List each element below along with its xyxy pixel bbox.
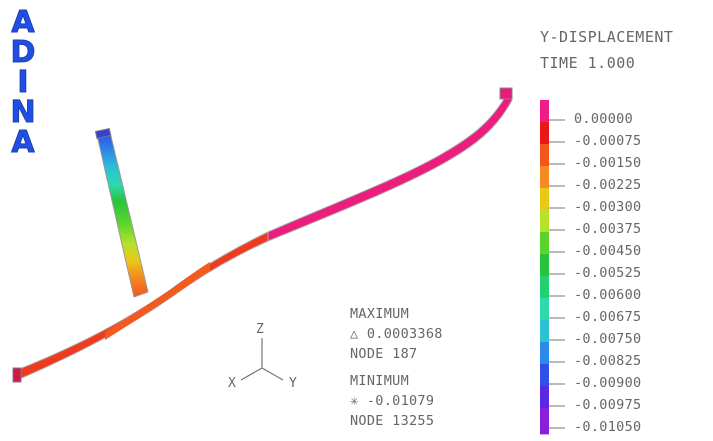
legend-level-label: 0.00000 — [574, 111, 633, 127]
logo-letter-n: N — [10, 95, 36, 130]
legend-level-label: -0.00375 — [574, 221, 642, 237]
y-axis-label: Y — [289, 376, 297, 391]
beam-left-end-cap — [12, 367, 22, 383]
legend-level-label: -0.00225 — [574, 177, 642, 193]
legend-level-label: -0.00075 — [574, 133, 642, 149]
legend-color-bar — [540, 100, 565, 435]
maximum-title: MAXIMUM — [350, 306, 409, 322]
x-axis-line — [240, 367, 263, 381]
x-axis-label: X — [228, 376, 236, 391]
legend-level-label: -0.00525 — [574, 265, 642, 281]
maximum-value: △ 0.0003368 — [350, 326, 443, 342]
legend-color-block — [540, 122, 549, 144]
legend-level-label: -0.00450 — [574, 243, 642, 259]
legend-color-block — [540, 232, 549, 254]
legend-level-label: -0.00975 — [574, 397, 642, 413]
branch-member — [96, 131, 149, 298]
legend-color-block — [540, 100, 549, 122]
legend-color-block — [540, 364, 549, 386]
legend-color-block — [540, 254, 549, 276]
legend-color-block — [540, 386, 549, 408]
legend-level-label: -0.00600 — [574, 287, 642, 303]
legend-level-label: -0.00675 — [574, 309, 642, 325]
legend-color-block — [540, 342, 549, 364]
legend-color-block — [540, 210, 549, 232]
beam-right-end-cap — [499, 87, 513, 100]
beam-upper-segment — [267, 90, 513, 242]
axis-triad — [240, 338, 284, 381]
z-axis-label: Z — [256, 322, 264, 337]
maximum-node: NODE 187 — [350, 346, 418, 362]
minimum-value: ✳ -0.01079 — [350, 393, 435, 409]
legend-title: Y-DISPLACEMENT — [540, 28, 674, 46]
legend-level-label: -0.00825 — [574, 353, 642, 369]
legend-color-block — [540, 276, 549, 298]
minimum-title: MINIMUM — [350, 373, 409, 389]
beam-junction-band — [105, 262, 210, 340]
beam-lower-segment — [16, 231, 269, 381]
branch-top-cap — [94, 128, 112, 139]
legend-level-label: -0.01050 — [574, 419, 642, 435]
legend-level-label: -0.00900 — [574, 375, 642, 391]
logo-letter-a2: A — [11, 125, 35, 160]
logo-letter-a1: A — [11, 5, 35, 40]
legend-level-label: -0.00150 — [574, 155, 642, 171]
legend-color-block — [540, 320, 549, 342]
legend-color-block — [540, 144, 549, 166]
logo-letter-i: I — [17, 65, 29, 100]
legend-color-block — [540, 188, 549, 210]
y-axis-line — [261, 367, 284, 381]
minimum-node: NODE 13255 — [350, 413, 435, 429]
legend-time: TIME 1.000 — [540, 54, 636, 72]
legend-color-block — [540, 408, 549, 435]
legend-color-block — [540, 166, 549, 188]
legend-color-block — [540, 298, 549, 320]
legend-level-label: -0.00300 — [574, 199, 642, 215]
logo-letter-d: D — [10, 35, 36, 70]
legend-level-label: -0.00750 — [574, 331, 642, 347]
